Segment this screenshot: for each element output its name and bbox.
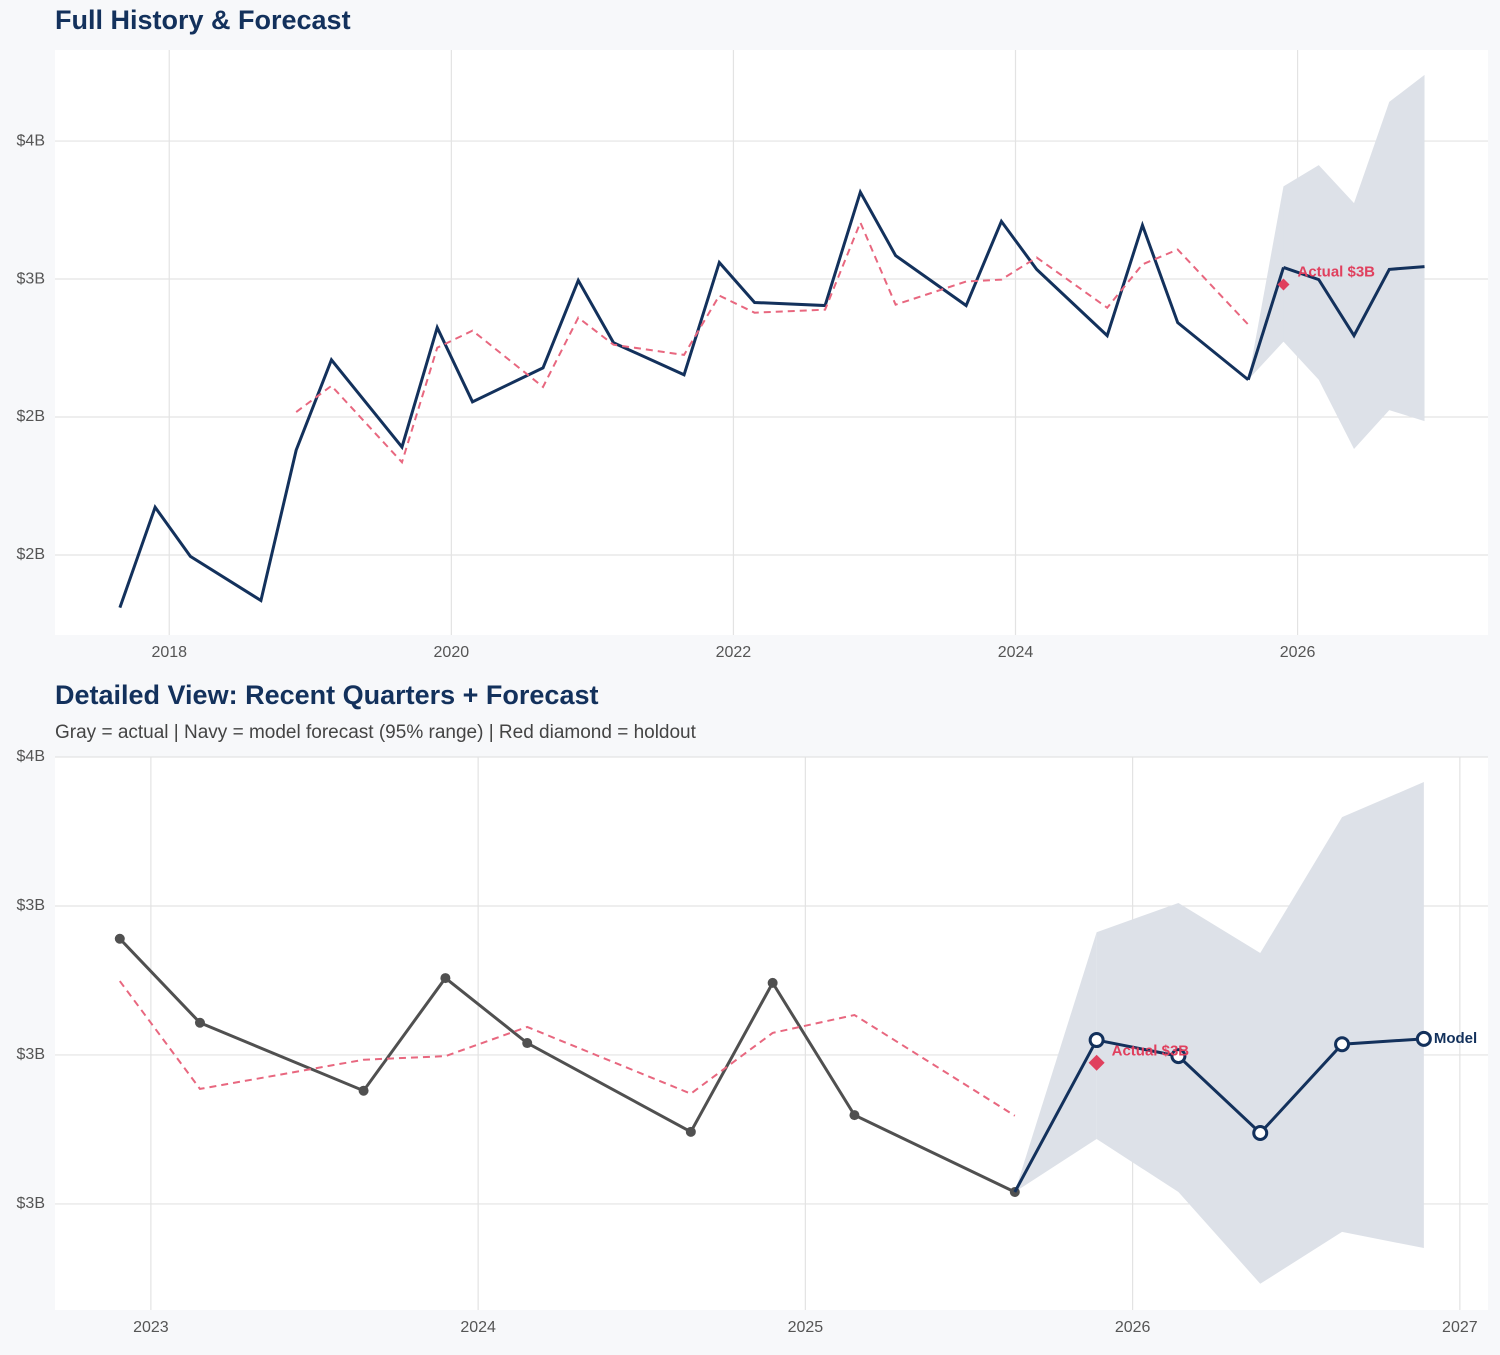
holdout-label: Actual $3B <box>1112 1043 1190 1060</box>
x-tick-label: 2024 <box>998 644 1034 661</box>
y-tick-label: $2B <box>17 546 45 563</box>
plot-area <box>55 50 1488 635</box>
x-tick-label: 2026 <box>1115 1319 1151 1336</box>
actual-point <box>685 1126 696 1137</box>
actual-point <box>522 1038 533 1049</box>
forecast-band <box>1096 782 1424 1284</box>
holdout-marker <box>1088 1054 1105 1071</box>
fitted-line <box>295 219 1249 465</box>
x-tick-label: 2025 <box>788 1319 824 1336</box>
x-tick-label: 2018 <box>151 644 187 661</box>
x-tick-label: 2026 <box>1280 644 1316 661</box>
forecast-point <box>1334 1036 1351 1053</box>
chart-subtitle: Gray = actual | Navy = model forecast (9… <box>55 722 697 743</box>
actual-line <box>118 188 1250 609</box>
forecast-connector <box>1246 266 1285 381</box>
actual-point <box>114 933 125 944</box>
forecast-line <box>1283 265 1425 339</box>
y-tick-label: $3B <box>17 1046 45 1063</box>
x-tick-label: 2024 <box>460 1319 496 1336</box>
actual-point <box>358 1085 369 1096</box>
holdout-marker <box>1277 278 1290 291</box>
chart-title: Full History & Forecast <box>55 5 351 35</box>
x-tick-label: 2020 <box>434 644 470 661</box>
actual-point <box>767 977 778 988</box>
fitted-line <box>118 980 1016 1117</box>
forecast-point <box>1252 1125 1269 1142</box>
forecast-point <box>1415 1030 1432 1047</box>
y-tick-label: $4B <box>17 132 45 149</box>
y-tick-label: $3B <box>17 897 45 914</box>
forecast-point <box>1170 1048 1187 1065</box>
chart-title: Detailed View: Recent Quarters + Forecas… <box>55 680 598 710</box>
y-tick-label: $4B <box>17 748 45 765</box>
holdout-label: Actual $3B <box>1297 264 1375 281</box>
x-tick-label: 2022 <box>716 644 752 661</box>
x-tick-label: 2027 <box>1442 1319 1478 1336</box>
y-tick-label: $3B <box>17 270 45 287</box>
forecast-label: Model <box>1434 1030 1477 1047</box>
y-tick-label: $3B <box>17 1195 45 1212</box>
actual-point <box>194 1017 205 1028</box>
y-tick-label: $2B <box>17 408 45 425</box>
x-tick-label: 2023 <box>133 1319 169 1336</box>
forecast-connector <box>1013 1039 1098 1193</box>
forecast-band <box>1248 186 1284 380</box>
forecast-band <box>1014 932 1097 1193</box>
forecast-band <box>1283 74 1425 450</box>
actual-point <box>440 973 451 984</box>
actual-point <box>849 1110 860 1121</box>
forecast-point <box>1088 1032 1105 1049</box>
